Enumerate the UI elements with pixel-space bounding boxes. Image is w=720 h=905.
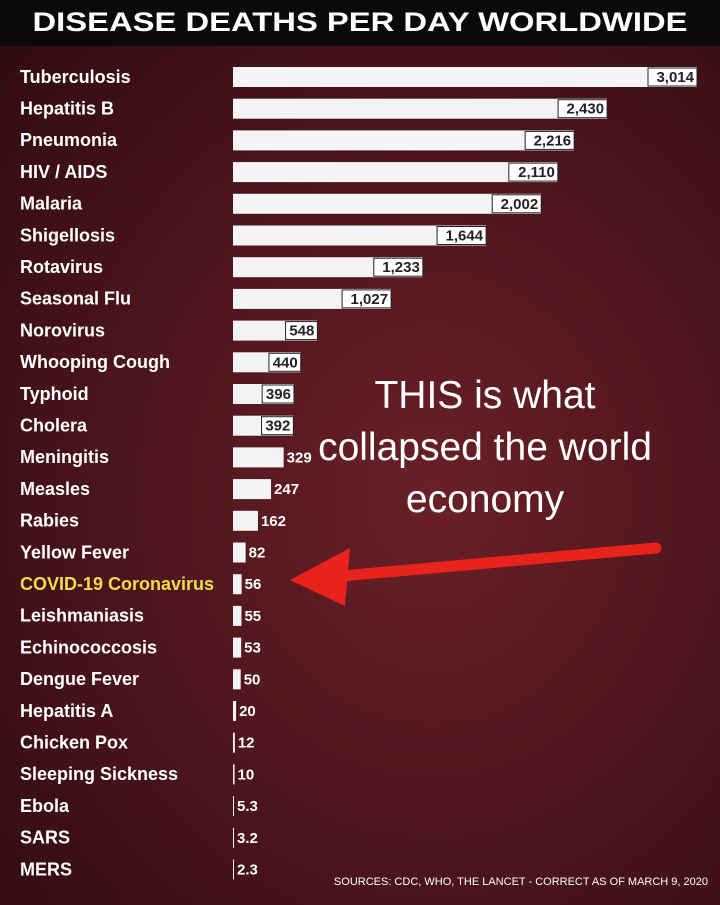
value-label-box: [285, 321, 318, 341]
category-label: SARS: [20, 828, 70, 848]
value-label-box: [508, 162, 559, 182]
bar: [233, 225, 487, 246]
value-label-box: [524, 130, 575, 150]
value-label: 56: [245, 576, 262, 593]
bar: [233, 764, 235, 785]
value-label: 162: [261, 513, 286, 530]
value-label-box: [341, 289, 392, 309]
bar: [233, 732, 235, 753]
value-label: 20: [239, 703, 256, 720]
value-label: 12: [238, 735, 255, 752]
category-label: HIV / AIDS: [20, 162, 107, 182]
category-label: Pneumonia: [20, 130, 118, 150]
category-label: Shigellosis: [20, 225, 115, 245]
category-label: Seasonal Flu: [20, 289, 131, 309]
category-label: Meningitis: [20, 447, 109, 467]
value-label: 82: [249, 544, 266, 561]
value-label-box: [491, 194, 542, 214]
value-label-box: [261, 384, 295, 404]
category-label: Whooping Cough: [20, 352, 170, 372]
category-label: Hepatitis A: [20, 701, 113, 721]
value-label: 1,233: [382, 259, 420, 276]
arrow: [290, 542, 662, 606]
bar: [233, 510, 258, 531]
title-band: [0, 0, 720, 46]
value-label-box: [373, 257, 424, 277]
bar: [233, 669, 241, 690]
bar: [233, 479, 272, 500]
value-label: 548: [289, 323, 314, 340]
value-label: 329: [287, 449, 312, 466]
category-label: Leishmaniasis: [20, 606, 144, 626]
category-label: Chicken Pox: [20, 732, 128, 752]
bar: [233, 130, 575, 151]
bar: [233, 605, 242, 626]
category-label: COVID-19 Coronavirus: [20, 574, 214, 594]
value-label: 247: [274, 481, 299, 498]
bar: [233, 162, 558, 183]
category-label: Malaria: [20, 194, 83, 214]
bar: [233, 574, 242, 595]
value-label: 3,014: [656, 69, 694, 86]
value-label: 1,027: [351, 291, 389, 308]
category-label: Ebola: [20, 796, 70, 816]
value-label: 50: [244, 671, 261, 688]
value-label: 440: [273, 354, 298, 371]
value-label-box: [268, 352, 302, 372]
category-label: Yellow Fever: [20, 542, 129, 562]
category-label: Norovirus: [20, 320, 105, 340]
category-label: Sleeping Sickness: [20, 764, 178, 784]
value-label: 396: [266, 386, 291, 403]
bar: [233, 447, 284, 468]
category-label: Dengue Fever: [20, 669, 139, 689]
value-label-box: [647, 67, 698, 87]
category-label: Rotavirus: [20, 257, 103, 277]
value-label: 53: [244, 640, 261, 657]
value-label: 2.3: [237, 861, 258, 878]
value-label: 2,110: [518, 164, 555, 181]
bar: [233, 67, 697, 87]
category-label: Tuberculosis: [20, 67, 131, 87]
category-label: Rabies: [20, 511, 79, 531]
value-label: 1,644: [446, 227, 484, 244]
bar: [233, 542, 246, 563]
value-label-box: [261, 416, 294, 436]
bar: [233, 859, 234, 880]
value-label: 2,216: [534, 132, 572, 149]
value-label: 2,002: [501, 196, 539, 213]
category-label: MERS: [20, 859, 72, 879]
source: SOURCES: CDC, WHO, THE LANCET - CORRECT …: [334, 876, 708, 888]
bar: [233, 796, 234, 817]
bar: [233, 98, 608, 119]
annotation: THIS is what collapsed the world economy: [318, 374, 652, 521]
value-label: 5.3: [237, 798, 258, 815]
bar: [233, 701, 237, 721]
bar: [233, 827, 234, 848]
category-label: Cholera: [20, 415, 88, 435]
value-label: 10: [238, 766, 255, 783]
value-label: 3.2: [237, 830, 258, 847]
value-label-box: [557, 99, 608, 119]
bar: [233, 193, 542, 214]
value-label-box: [436, 226, 487, 245]
chart-title: DISEASE DEATHS PER DAY WORLDWIDE: [33, 7, 688, 37]
bar: [233, 637, 242, 658]
category-label: Hepatitis B: [20, 98, 114, 118]
category-label: Typhoid: [20, 384, 89, 404]
value-label: 2,430: [567, 101, 605, 118]
category-label: Measles: [20, 479, 90, 499]
value-label: 392: [265, 418, 290, 435]
value-label: 55: [244, 608, 261, 625]
category-label: Echinococcosis: [20, 637, 157, 657]
